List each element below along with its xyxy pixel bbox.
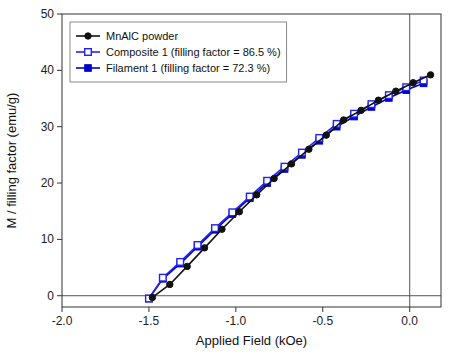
x-axis-label: Applied Field (kOe) [196,333,307,348]
plot-frame [62,14,441,307]
series [146,80,427,302]
point [160,274,167,281]
series-line [149,83,424,298]
y-axis-label: M / filling factor (emu/g) [4,93,19,229]
x-tick [409,307,410,312]
y-tick-label: 0 [47,289,54,303]
point [375,97,381,103]
legend: MnAlC powder Composite 1 (filling factor … [70,22,287,82]
point [410,80,416,86]
legend-marker [85,49,92,56]
series-line [152,75,430,298]
x-tick-label: -1.0 [226,314,247,328]
point [427,72,433,78]
legend-marker [85,65,92,72]
y-tick [57,295,62,296]
y-tick [57,239,62,240]
x-tick-label: -2.0 [52,314,73,328]
y-tick-label: 30 [41,120,55,134]
y-tick-label: 50 [41,7,55,21]
point [340,117,346,123]
y-tick [57,126,62,127]
point [194,242,201,249]
plot-background [62,14,441,307]
x-tick [235,307,236,312]
point [212,225,219,232]
point [149,294,155,300]
chart: -2.0 -1.5 -1.0 -0.5 0.0 0 10 20 30 40 50 Applied Fi… [0,0,455,355]
page: {"chart_data": {"type": "line", "xlabel"… [0,0,455,355]
vline [409,14,410,307]
y-tick-label: 20 [41,176,55,190]
x-tick [62,307,63,312]
legend-label: Filament 1 (filling factor = 72.3 %) [106,62,270,74]
y-tick [57,70,62,71]
y-tick-label: 40 [41,63,55,77]
x-tick [148,307,149,312]
series [149,72,434,301]
series [146,77,427,302]
y-tick [57,14,62,15]
y-tick [57,183,62,184]
legend-label: Composite 1 (filling factor = 86.5 %) [106,46,281,58]
point [306,146,312,152]
x-tick [322,307,323,312]
point [393,88,399,94]
point [184,263,190,269]
point [229,209,236,216]
x-tick-label: 0.0 [401,314,418,328]
y-tick-label: 10 [41,232,55,246]
axes: -2.0 -1.5 -1.0 -0.5 0.0 0 10 20 30 40 50 [41,7,419,328]
hline [62,295,441,296]
point [201,245,207,251]
point [323,132,329,138]
legend-marker [85,33,91,39]
point [177,259,184,266]
point [288,161,294,167]
point [167,281,173,287]
point [236,209,242,215]
point [219,226,225,232]
x-tick-label: -0.5 [312,314,333,328]
legend-label: MnAlC powder [106,30,178,42]
reference-lines [62,14,441,307]
point [271,175,277,181]
point [254,192,260,198]
plot-area [146,72,434,302]
x-tick-label: -1.5 [139,314,160,328]
series-line [149,80,424,298]
point [358,107,364,113]
legend-box [70,22,287,82]
